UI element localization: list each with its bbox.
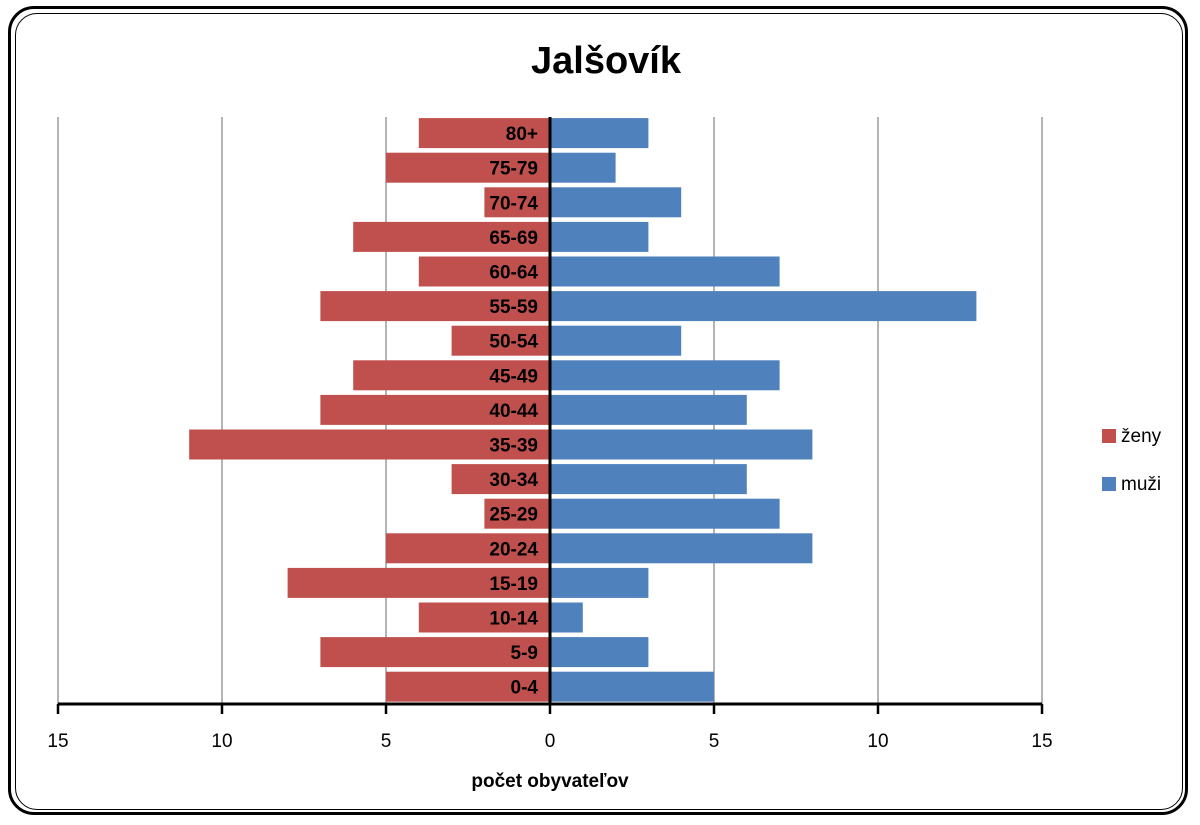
bar-muzi-5-9 bbox=[550, 637, 649, 668]
category-labels: 0-4 5-9 10-14 15-19 20-24 25-29 30-34 35-39 40-4… bbox=[489, 124, 538, 699]
bar-muzi-20-24 bbox=[550, 533, 813, 564]
category-label: 10-14 bbox=[489, 609, 538, 630]
axes bbox=[56, 117, 1044, 714]
bar-zeny-15-19 bbox=[287, 567, 550, 598]
bar-zeny-70-74 bbox=[484, 187, 550, 218]
legend-label: muži bbox=[1121, 474, 1161, 495]
x-tick-label: 10 bbox=[211, 731, 232, 752]
bar-muzi-35-39 bbox=[550, 429, 813, 460]
category-label: 75-79 bbox=[489, 159, 538, 180]
category-label: 5-9 bbox=[511, 643, 538, 664]
category-label: 20-24 bbox=[489, 539, 538, 560]
bar-zeny-20-24 bbox=[386, 533, 550, 564]
bar-zeny-30-34 bbox=[451, 464, 550, 495]
category-label: 50-54 bbox=[489, 332, 538, 353]
bar-muzi-60-64 bbox=[550, 256, 780, 287]
bar-zeny-10-14 bbox=[418, 602, 550, 633]
bar-zeny-45-49 bbox=[353, 360, 550, 391]
category-label: 70-74 bbox=[489, 193, 538, 214]
x-tick-label: 15 bbox=[47, 731, 68, 752]
bar-muzi-30-34 bbox=[550, 464, 747, 495]
bar-muzi-15-19 bbox=[550, 567, 649, 598]
chart-frame-inner bbox=[15, 13, 1183, 810]
category-label: 30-34 bbox=[489, 470, 538, 491]
x-tick-label: 10 bbox=[867, 731, 888, 752]
category-label: 35-39 bbox=[489, 436, 538, 457]
bars bbox=[189, 118, 977, 702]
legend: ženy muži bbox=[1102, 426, 1162, 495]
x-tick-label: 0 bbox=[545, 731, 556, 752]
category-label: 45-49 bbox=[489, 366, 538, 387]
bar-muzi-65-69 bbox=[550, 221, 649, 252]
bar-muzi-45-49 bbox=[550, 360, 780, 391]
bar-zeny-80+ bbox=[418, 118, 550, 149]
bar-muzi-10-14 bbox=[550, 602, 583, 633]
category-label: 65-69 bbox=[489, 228, 538, 249]
x-tick-labels: 15 10 5 0 5 10 15 bbox=[47, 731, 1052, 752]
category-label: 0-4 bbox=[511, 678, 539, 699]
category-label: 25-29 bbox=[489, 505, 538, 526]
bar-muzi-40-44 bbox=[550, 394, 747, 425]
x-tick-label: 15 bbox=[1031, 731, 1052, 752]
category-label: 15-19 bbox=[489, 574, 538, 595]
bar-zeny-75-79 bbox=[386, 152, 550, 183]
x-tick-label: 5 bbox=[381, 731, 392, 752]
bar-muzi-50-54 bbox=[550, 325, 682, 356]
bar-zeny-50-54 bbox=[451, 325, 550, 356]
bar-zeny-40-44 bbox=[320, 394, 550, 425]
bar-zeny-0-4 bbox=[386, 671, 550, 702]
legend-swatch bbox=[1102, 477, 1116, 491]
bar-muzi-80+ bbox=[550, 118, 649, 149]
bar-muzi-55-59 bbox=[550, 291, 977, 322]
category-label: 40-44 bbox=[489, 401, 538, 422]
bar-zeny-5-9 bbox=[320, 637, 550, 668]
category-label: 55-59 bbox=[489, 297, 538, 318]
bar-zeny-55-59 bbox=[320, 291, 550, 322]
x-axis-label: počet obyvateľov bbox=[471, 771, 629, 792]
category-label: 60-64 bbox=[489, 263, 538, 284]
bar-muzi-70-74 bbox=[550, 187, 682, 218]
bar-zeny-35-39 bbox=[189, 429, 550, 460]
x-tick-label: 5 bbox=[709, 731, 720, 752]
bar-zeny-25-29 bbox=[484, 498, 550, 529]
bar-muzi-0-4 bbox=[550, 671, 714, 702]
bar-zeny-60-64 bbox=[418, 256, 550, 287]
legend-label: ženy bbox=[1121, 426, 1162, 447]
legend-swatch bbox=[1102, 429, 1116, 443]
bar-zeny-65-69 bbox=[353, 221, 550, 252]
chart-title: Jalšovík bbox=[531, 40, 682, 82]
bar-muzi-25-29 bbox=[550, 498, 780, 529]
bar-muzi-75-79 bbox=[550, 152, 616, 183]
category-label: 80+ bbox=[506, 124, 538, 145]
